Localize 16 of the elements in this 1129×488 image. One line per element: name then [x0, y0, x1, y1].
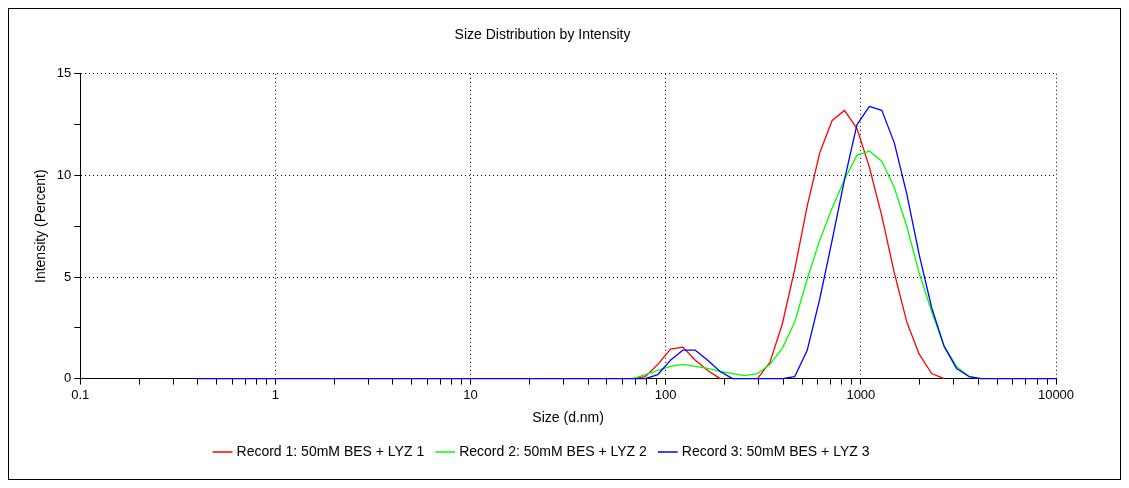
- y-axis-title: Intensity (Percent): [32, 169, 49, 283]
- chart-title: Size Distribution by Intensity: [454, 26, 631, 43]
- x-axis-title: Size (d.nm): [532, 409, 604, 426]
- x-tick-label: 100: [654, 386, 677, 402]
- y-tick-label: 10: [56, 166, 72, 182]
- y-tick-label: 15: [56, 65, 72, 81]
- y-tick-label: 5: [64, 268, 72, 284]
- legend-label: Record 1: 50mM BES + LYZ 1: [236, 442, 425, 459]
- legend-label: Record 2: 50mM BES + LYZ 2: [459, 442, 648, 459]
- x-tick-label: 10: [463, 386, 478, 402]
- y-tick-label: 0: [64, 370, 72, 386]
- x-tick-label: 10000: [1037, 386, 1075, 402]
- x-tick-label: 1000: [846, 386, 876, 402]
- x-tick-label: 1: [271, 386, 280, 402]
- x-tick-label: 0.1: [71, 386, 90, 402]
- legend-label: Record 3: 50mM BES + LYZ 3: [681, 442, 870, 459]
